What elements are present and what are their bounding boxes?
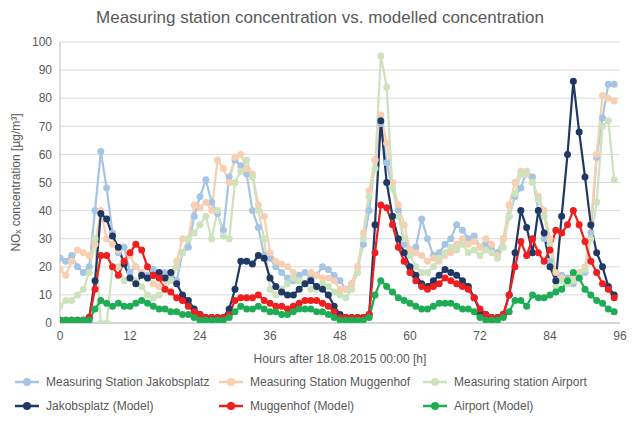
svg-text:72: 72: [473, 329, 487, 343]
svg-text:50: 50: [39, 176, 53, 190]
svg-text:12: 12: [123, 329, 137, 343]
svg-text:84: 84: [543, 329, 557, 343]
html-text:Measuring Station Jakobsplatz: Measuring Station Jakobsplatz: [46, 375, 210, 389]
svg-text:24: 24: [193, 329, 207, 343]
svg-text:100: 100: [32, 35, 52, 49]
svg-text:36: 36: [263, 329, 277, 343]
html-text:Measuring Station Muggenhof: Measuring Station Muggenhof: [250, 375, 411, 389]
svg-text:96: 96: [613, 329, 627, 343]
svg-text:40: 40: [39, 204, 53, 218]
html-text:Airport (Model): Airport (Model): [454, 399, 534, 413]
html-text:Measuring station concentratio: Measuring station concentration vs. mode…: [96, 8, 544, 27]
svg-text:60: 60: [39, 148, 53, 162]
html-text:Measuring station Airport: Measuring station Airport: [454, 375, 587, 389]
svg-text:80: 80: [39, 91, 53, 105]
svg-text:20: 20: [39, 260, 53, 274]
svg-text:48: 48: [333, 329, 347, 343]
svg-text:NOₓ concentration [µg/m³]: NOₓ concentration [µg/m³]: [9, 113, 23, 251]
svg-text:0: 0: [57, 329, 64, 343]
svg-text:Hours after 18.08.2015 00:00 [: Hours after 18.08.2015 00:00 [h]: [254, 352, 427, 366]
svg-text:70: 70: [39, 120, 53, 134]
svg-text:90: 90: [39, 63, 53, 77]
html-text:Jakobsplatz (Model): Jakobsplatz (Model): [46, 399, 154, 413]
svg-text:10: 10: [39, 288, 53, 302]
html-text:Muggenhof (Model): Muggenhof (Model): [250, 399, 355, 413]
svg-text:60: 60: [403, 329, 417, 343]
svg-text:0: 0: [45, 316, 52, 330]
svg-text:30: 30: [39, 232, 53, 246]
